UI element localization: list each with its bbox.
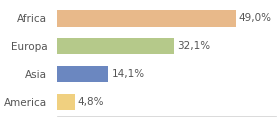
- Text: 32,1%: 32,1%: [177, 41, 210, 51]
- Text: 49,0%: 49,0%: [239, 13, 272, 23]
- Bar: [57, 38, 174, 54]
- Bar: [57, 10, 236, 27]
- Bar: [57, 66, 108, 82]
- Text: 4,8%: 4,8%: [78, 97, 104, 107]
- Bar: [57, 93, 74, 110]
- Text: 14,1%: 14,1%: [111, 69, 144, 79]
